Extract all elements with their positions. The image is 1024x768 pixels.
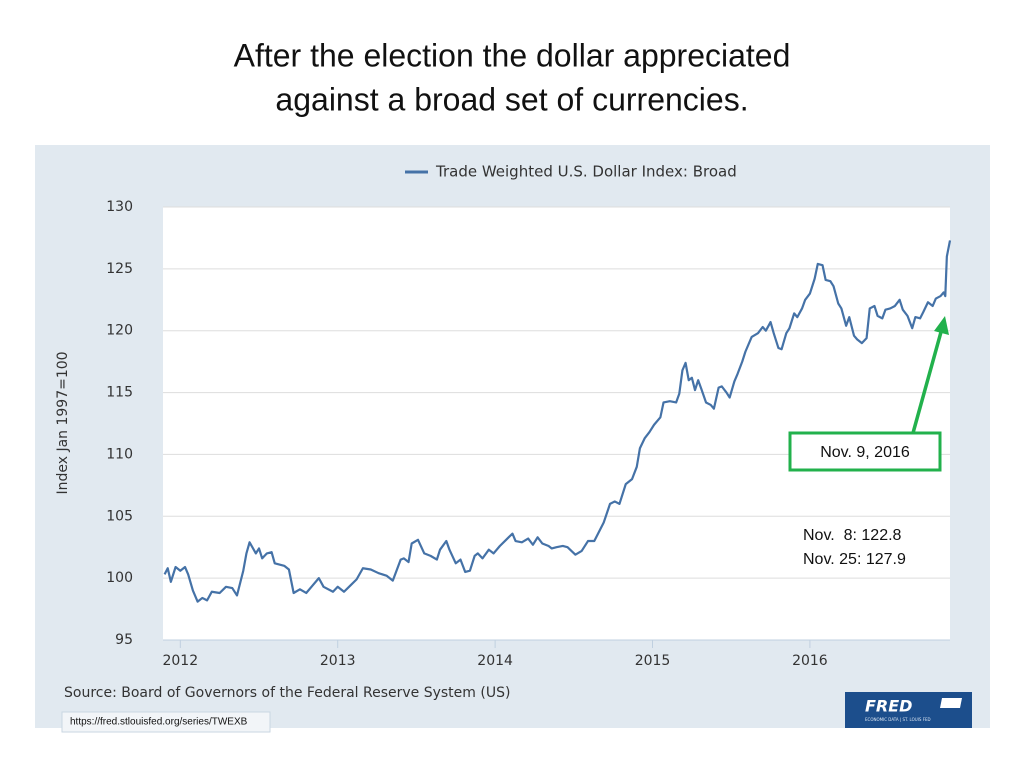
x-tick-label: 2013 xyxy=(320,653,356,669)
annotation-box xyxy=(788,431,942,472)
slide-title: against a broad set of currencies. xyxy=(275,81,748,117)
fred-logo-icon xyxy=(940,698,962,708)
y-tick-label: 110 xyxy=(106,446,133,462)
annotation-arrowhead xyxy=(934,316,949,335)
x-tick-label: 2012 xyxy=(162,653,198,669)
y-tick-label: 130 xyxy=(106,199,133,215)
y-tick-label: 95 xyxy=(115,632,133,648)
x-tick-label: 2014 xyxy=(477,653,513,669)
slide-title: After the election the dollar appreciate… xyxy=(234,37,791,73)
y-tick-label: 115 xyxy=(106,385,133,401)
url-box xyxy=(61,711,271,733)
legend-label: Trade Weighted U.S. Dollar Index: Broad xyxy=(435,163,737,181)
url: https://fred.stlouisfed.org/series/TWEXB xyxy=(70,717,248,728)
annotation: Nov. 9, 2016 xyxy=(820,444,910,461)
fred-logo-subtext: ECONOMIC DATA | ST. LOUIS FED xyxy=(865,717,931,722)
x-tick-label: 2015 xyxy=(635,653,671,669)
annotation: Nov. 25: 127.9 xyxy=(803,551,906,568)
plot-area xyxy=(163,207,950,640)
fred-logo-text: FRED xyxy=(865,697,912,716)
y-axis-label: Index Jan 1997=100 xyxy=(55,351,71,494)
annotation-arrow xyxy=(911,331,943,434)
y-tick-label: 125 xyxy=(106,261,133,277)
annotation: Nov. 8: 122.8 xyxy=(803,527,902,544)
source: Source: Board of Governors of the Federa… xyxy=(64,685,510,701)
y-tick-label: 100 xyxy=(106,570,133,586)
y-tick-label: 120 xyxy=(106,323,133,339)
y-tick-label: 105 xyxy=(106,508,133,524)
series-line xyxy=(163,240,952,603)
x-tick-label: 2016 xyxy=(792,653,828,669)
